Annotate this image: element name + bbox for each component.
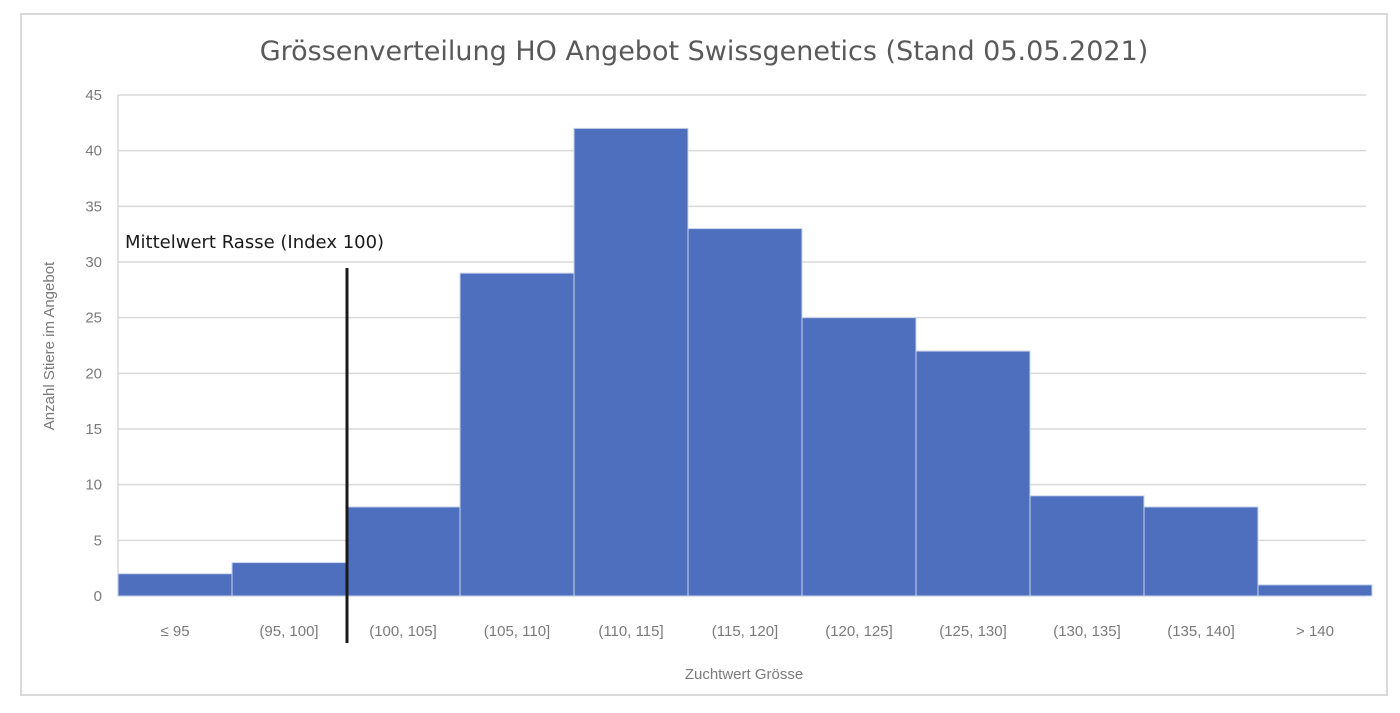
x-tick-label: (105, 110] (484, 623, 550, 640)
y-axis-ticks: 0 5 10 15 20 25 30 35 40 45 (85, 87, 102, 605)
x-tick-label: (100, 105] (369, 623, 437, 640)
y-tick-label: 5 (94, 532, 102, 549)
x-tick-label: (135, 140] (1167, 623, 1235, 640)
bar (117, 573, 233, 597)
chart-title: Grössenverteilung HO Angebot Swissgeneti… (260, 36, 1149, 67)
x-tick-label: (125, 130] (939, 623, 1007, 640)
y-tick-label: 40 (85, 143, 102, 160)
bar (801, 317, 917, 597)
y-tick-label: 35 (85, 198, 102, 215)
bar (459, 272, 575, 597)
bar (915, 350, 1031, 597)
bar (1029, 495, 1145, 597)
bars (117, 127, 1373, 597)
x-tick-label: (115, 120] (712, 623, 778, 640)
bar (231, 562, 347, 597)
x-tick-label: (130, 135] (1053, 623, 1121, 640)
bar (1143, 506, 1259, 597)
x-tick-label: ≤ 95 (160, 623, 189, 640)
x-axis-ticks: ≤ 95 (95, 100] (100, 105] (105, 110] (110, 1… (160, 623, 1334, 640)
bar (687, 228, 803, 597)
x-tick-label: (110, 115] (598, 623, 663, 640)
x-tick-label: (120, 125] (825, 623, 893, 640)
bar (573, 127, 689, 597)
x-tick-label: > 140 (1296, 623, 1334, 640)
bar (1257, 584, 1373, 597)
x-tick-label: (95, 100] (259, 623, 318, 640)
y-tick-label: 10 (85, 477, 102, 494)
bar (345, 506, 461, 597)
y-axis-label: Anzahl Stiere im Angebot (41, 261, 58, 430)
y-tick-label: 15 (85, 421, 102, 438)
y-tick-label: 20 (85, 365, 102, 382)
y-tick-label: 25 (85, 310, 102, 327)
mean-annotation: Mittelwert Rasse (Index 100) (125, 232, 384, 253)
x-axis-label: Zuchtwert Grösse (685, 666, 803, 683)
y-tick-label: 45 (85, 87, 102, 104)
y-tick-label: 30 (85, 254, 102, 271)
y-tick-label: 0 (94, 588, 102, 605)
